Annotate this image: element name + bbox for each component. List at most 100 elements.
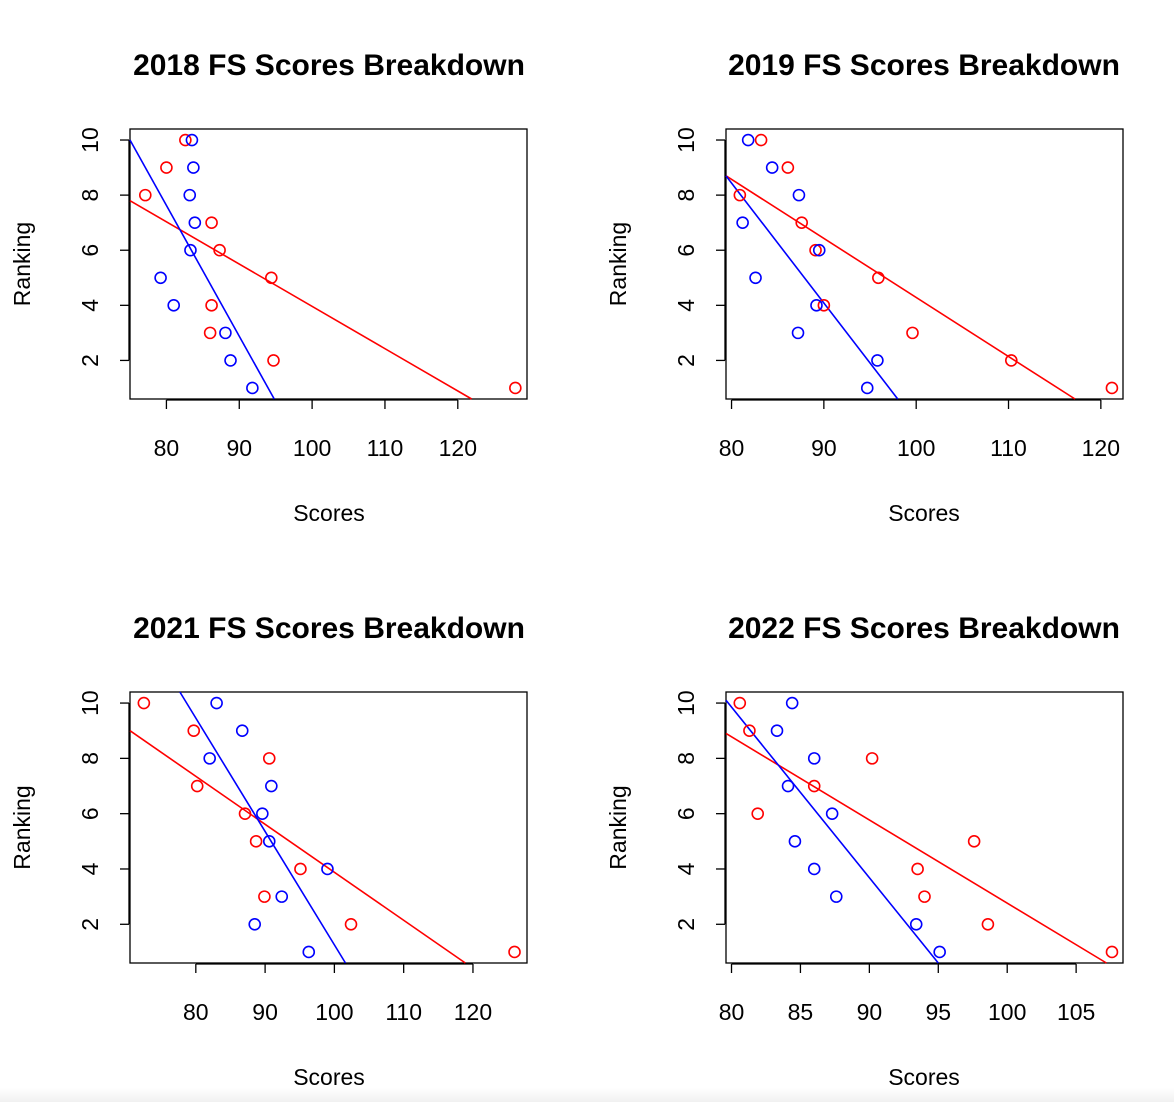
- x-tick-label: 100: [988, 999, 1026, 1025]
- data-point: [508, 945, 521, 959]
- chart-title: 2022 FS Scores Breakdown: [728, 612, 1120, 645]
- data-point: [749, 271, 762, 285]
- data-point: [791, 326, 805, 340]
- data-point: [184, 243, 197, 257]
- data-point: [809, 243, 822, 257]
- data-point: [294, 862, 307, 876]
- data-point: [865, 752, 879, 765]
- fit-line: [725, 699, 939, 964]
- x-axis: 80 90 100 110 120: [719, 399, 1120, 461]
- y-tick-label: 2: [77, 918, 103, 931]
- data-point: [248, 917, 262, 931]
- data-point: [810, 299, 823, 312]
- panel-2: 2019 FS Scores Breakdown 80 90 100 110 120 Sco…: [605, 49, 1124, 526]
- y-tick-label: 2: [77, 354, 103, 367]
- chart-title: 2019 FS Scores Breakdown: [728, 49, 1120, 82]
- y-axis-label: Ranking: [605, 785, 631, 869]
- data-point: [909, 917, 923, 931]
- data-point: [183, 188, 197, 202]
- data-point: [733, 188, 747, 202]
- x-tick-label: 100: [897, 435, 935, 461]
- data-point: [190, 779, 204, 793]
- data-point: [509, 381, 522, 395]
- x-tick-label: 90: [811, 435, 837, 461]
- data-point: [160, 161, 173, 174]
- data-point: [219, 326, 232, 340]
- data-point: [733, 696, 747, 710]
- data-point: [781, 161, 795, 174]
- data-point: [807, 752, 821, 765]
- plot-frame: [129, 691, 528, 964]
- data-point: [235, 724, 249, 738]
- y-tick-label: 10: [673, 127, 699, 153]
- panel-1: 2018 FS Scores Breakdown 80 90 100 110 120 Sco…: [9, 49, 528, 526]
- x-tick-label: 120: [1082, 435, 1120, 461]
- y-tick-label: 8: [673, 189, 699, 202]
- data-point: [1105, 381, 1119, 395]
- y-tick-label: 4: [673, 862, 699, 875]
- x-tick-label: 120: [454, 999, 492, 1025]
- y-tick-label: 6: [77, 244, 103, 257]
- y-tick-label: 6: [673, 244, 699, 257]
- data-point: [765, 161, 779, 174]
- data-point: [736, 216, 749, 229]
- data-point: [967, 835, 981, 848]
- data-point: [825, 807, 839, 820]
- data-point: [224, 354, 237, 367]
- fit-line: [725, 732, 1107, 964]
- chart-title: 2021 FS Scores Breakdown: [133, 612, 525, 645]
- x-tick-label: 110: [367, 435, 404, 461]
- y-axis: 2 4 6 8 10: [673, 127, 726, 367]
- x-tick-label: 90: [857, 999, 883, 1025]
- data-point: [860, 381, 874, 395]
- panel-3: 2021 FS Scores Breakdown 80 90 100 110 120 Sco…: [9, 612, 528, 1090]
- data-point: [262, 835, 276, 848]
- y-tick-label: 2: [673, 918, 699, 931]
- data-point: [302, 945, 316, 959]
- x-tick-label: 100: [315, 999, 353, 1025]
- data-point: [344, 917, 358, 931]
- y-tick-label: 8: [77, 752, 103, 765]
- x-tick-label: 80: [719, 435, 745, 461]
- data-point: [770, 724, 784, 738]
- x-tick-label: 110: [385, 999, 422, 1025]
- fit-line: [129, 199, 473, 400]
- data-point: [807, 779, 821, 793]
- x-axis-label: Scores: [293, 500, 365, 526]
- x-tick-label: 120: [439, 435, 477, 461]
- data-point: [741, 133, 755, 147]
- data-point: [785, 696, 799, 710]
- plot-frame: [129, 128, 528, 400]
- data-point: [1105, 945, 1119, 959]
- y-tick-label: 8: [673, 752, 699, 765]
- y-axis: 2 4 6 8 10: [77, 690, 130, 931]
- data-point: [321, 862, 334, 876]
- y-tick-label: 4: [77, 299, 103, 312]
- data-point: [138, 188, 152, 202]
- x-tick-label: 80: [719, 999, 745, 1025]
- data-point: [792, 188, 806, 202]
- y-tick-label: 4: [673, 299, 699, 312]
- data-point: [781, 779, 795, 793]
- y-tick-label: 4: [77, 862, 103, 875]
- data-point: [205, 216, 218, 229]
- data-point: [1004, 354, 1018, 367]
- data-point: [871, 354, 884, 367]
- chart-title: 2018 FS Scores Breakdown: [133, 49, 525, 82]
- x-tick-label: 80: [183, 999, 209, 1025]
- fit-line: [725, 175, 1076, 400]
- panel-4: 2022 FS Scores Breakdown 80 85 90 95 100 105 Sc…: [605, 612, 1124, 1090]
- data-point: [981, 917, 995, 931]
- y-tick-label: 6: [673, 807, 699, 820]
- data-point: [203, 752, 216, 765]
- data-point: [911, 862, 924, 876]
- data-point: [788, 835, 802, 848]
- y-axis: 2 4 6 8 10: [77, 127, 130, 367]
- data-point: [265, 779, 278, 793]
- fit-line: [129, 730, 466, 964]
- data-point: [906, 326, 919, 340]
- data-point: [210, 696, 223, 710]
- x-tick-label: 90: [226, 435, 252, 461]
- y-tick-label: 2: [673, 354, 699, 367]
